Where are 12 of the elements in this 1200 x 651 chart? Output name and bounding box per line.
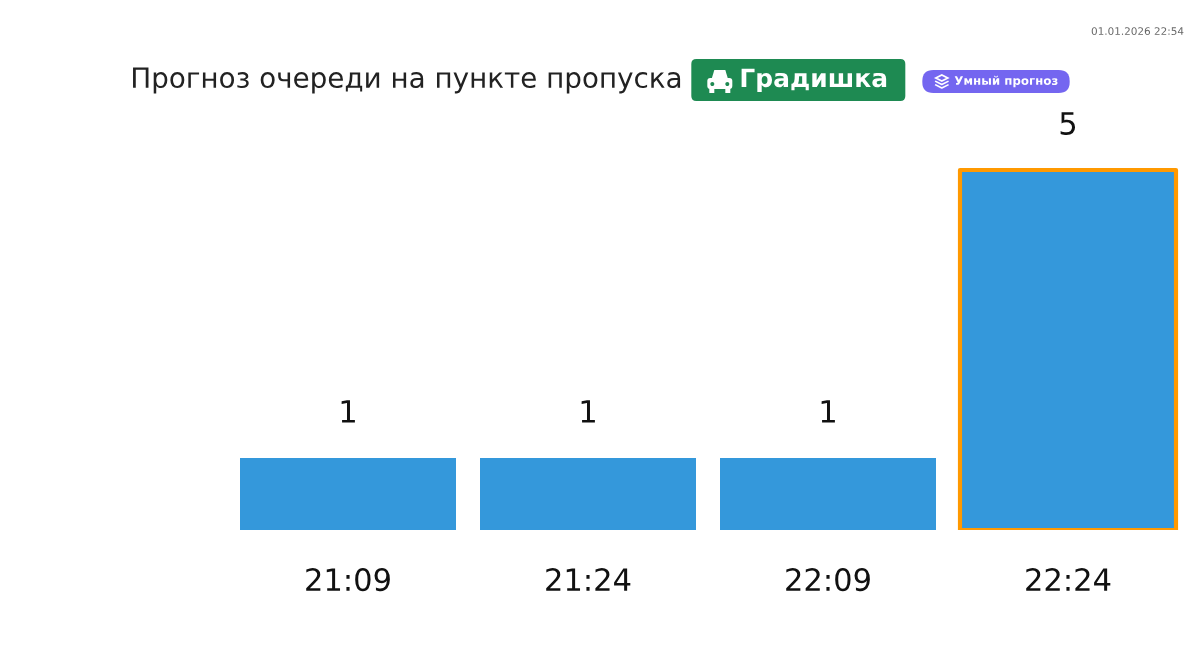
x-tick-label: 22:24 (1026, 568, 1111, 591)
data-label: 1 (821, 400, 835, 423)
data-label: 1 (341, 400, 355, 423)
x-tick-label: 21:09 (306, 568, 390, 592)
x-tick-label: 21:24 (546, 568, 631, 591)
chart-subtitle: Градишка (741, 68, 887, 93)
chart-title: Прогноз очереди на пункте пропуска (133, 67, 681, 94)
text: Умный прогноз (954, 75, 1058, 88)
data-label: 5 (1060, 112, 1076, 135)
data-label: 1 (581, 400, 595, 423)
text: 01.01.2026 22:54 (1091, 27, 1184, 36)
x-tick-label: 22:09 (786, 568, 870, 592)
